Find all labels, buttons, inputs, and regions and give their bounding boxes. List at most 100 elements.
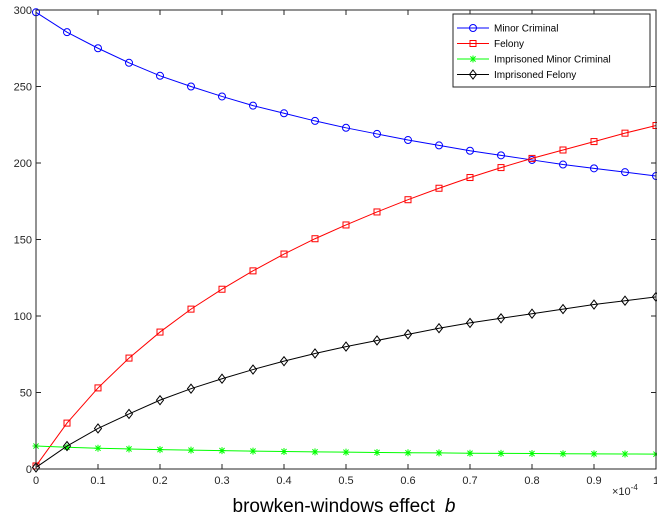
data-point-imprisoned-minor-criminal (125, 445, 133, 453)
x-tick-label: 0.7 (462, 475, 477, 487)
x-tick-label: 0.4 (276, 475, 291, 487)
x-exponent-base: ×10 (612, 486, 631, 498)
data-point-felony (342, 221, 350, 229)
data-point-minor-criminal (435, 141, 443, 150)
data-point-imprisoned-minor-criminal (497, 449, 505, 457)
data-point-imprisoned-felony (527, 308, 537, 320)
legend-entry-imprisoned-minor-criminal: Imprisoned Minor Criminal (457, 55, 611, 66)
data-point-imprisoned-felony (217, 373, 227, 385)
data-point-imprisoned-minor-criminal (63, 443, 71, 451)
data-point-minor-criminal (466, 146, 474, 155)
legend-marker-felony (469, 40, 477, 47)
legend: Minor Criminal Felony Imprisoned Minor Cri… (452, 13, 651, 88)
data-point-imprisoned-minor-criminal (218, 447, 226, 455)
x-tick-label: 0.8 (524, 475, 539, 487)
data-point-imprisoned-felony (434, 322, 444, 334)
data-point-imprisoned-minor-criminal (187, 446, 195, 454)
x-axis-title: browken-windows effect b (233, 496, 456, 517)
data-point-felony (125, 354, 133, 362)
x-exponent-power: -4 (631, 483, 639, 492)
y-tick-label: 200 (14, 158, 32, 170)
data-point-felony (156, 328, 164, 336)
x-exponent: ×10-4 (612, 483, 638, 498)
data-point-imprisoned-felony (589, 299, 599, 310)
data-point-imprisoned-minor-criminal (590, 450, 598, 458)
data-point-minor-criminal (156, 71, 164, 80)
data-point-imprisoned-felony (155, 394, 165, 406)
data-point-minor-criminal (311, 116, 319, 125)
y-tick-label: 0 (26, 464, 32, 476)
series-line-minor-criminal (35, 11, 657, 177)
tick-layer: 0 0.1 0.2 0.3 0.4 0.5 0.6 0.7 0.8 0.9 1 0 50 100 150 20… (14, 5, 657, 487)
legend-entry-felony: Felony (457, 39, 524, 50)
data-point-imprisoned-minor-criminal (466, 449, 474, 457)
data-point-minor-criminal (187, 82, 195, 91)
x-tick-label: 0.1 (90, 475, 105, 487)
series-imprisoned-felony (31, 291, 657, 473)
legend-label: Imprisoned Minor Criminal (494, 55, 611, 66)
legend-entry-minor-criminal: Minor Criminal (457, 24, 558, 35)
data-point-minor-criminal (63, 28, 71, 37)
data-point-imprisoned-felony (279, 355, 289, 367)
data-point-felony (63, 419, 71, 427)
data-point-minor-criminal (249, 101, 257, 110)
data-point-imprisoned-minor-criminal (404, 449, 412, 457)
data-point-minor-criminal (373, 129, 381, 138)
data-point-felony (249, 267, 257, 275)
data-point-minor-criminal (497, 151, 505, 160)
data-point-felony (559, 146, 567, 154)
series-minor-criminal (32, 8, 657, 181)
legend-label: Felony (494, 39, 524, 50)
data-point-felony (94, 384, 102, 392)
data-point-imprisoned-felony (403, 329, 413, 340)
data-point-imprisoned-felony (465, 317, 475, 329)
series-imprisoned-minor-criminal (32, 442, 657, 458)
data-point-minor-criminal (218, 92, 226, 101)
data-point-minor-criminal (404, 136, 412, 145)
data-point-imprisoned-felony (496, 312, 506, 324)
data-point-imprisoned-minor-criminal (559, 450, 567, 458)
x-axis-label: browken-windows effect (233, 496, 436, 517)
data-point-imprisoned-felony (248, 364, 258, 375)
x-tick-label: 1 (653, 475, 657, 487)
data-point-felony (404, 196, 412, 204)
data-point-imprisoned-felony (186, 383, 196, 394)
data-point-imprisoned-minor-criminal (528, 450, 536, 458)
legend-entries: Minor Criminal Felony Imprisoned Minor Cri… (457, 24, 611, 81)
data-point-imprisoned-minor-criminal (373, 448, 381, 456)
data-point-minor-criminal (342, 123, 350, 132)
data-point-felony (435, 184, 443, 192)
data-point-imprisoned-felony (62, 440, 72, 452)
data-point-felony (311, 235, 319, 243)
data-point-felony (373, 208, 381, 216)
legend-label: Imprisoned Felony (494, 70, 576, 81)
data-point-felony (497, 164, 505, 172)
data-point-imprisoned-felony (310, 348, 320, 359)
data-point-minor-criminal (621, 168, 629, 177)
series-layer (31, 8, 657, 473)
legend-entry-imprisoned-felony: Imprisoned Felony (457, 69, 576, 81)
y-tick-label: 50 (20, 388, 32, 400)
data-point-imprisoned-felony (558, 303, 568, 315)
data-point-felony (280, 250, 288, 258)
y-tick-label: 100 (14, 311, 32, 323)
legend-label: Minor Criminal (494, 24, 558, 35)
data-point-minor-criminal (94, 44, 102, 53)
data-point-felony (621, 129, 629, 137)
series-line-imprisoned-felony (35, 296, 657, 468)
x-axis-symbol: b (445, 496, 456, 517)
data-point-imprisoned-minor-criminal (156, 446, 164, 454)
series-line-felony (35, 125, 657, 467)
x-tick-label: 0.3 (214, 475, 229, 487)
data-point-minor-criminal (559, 160, 567, 169)
data-point-felony (466, 174, 474, 182)
legend-marker-imprisoned-minor-criminal (469, 55, 477, 63)
data-point-felony (590, 138, 598, 146)
y-tick-label: 300 (14, 5, 32, 17)
data-point-imprisoned-minor-criminal (249, 447, 257, 455)
series-felony (32, 122, 657, 470)
data-point-imprisoned-felony (124, 408, 134, 420)
data-point-felony (187, 305, 195, 313)
data-point-imprisoned-minor-criminal (621, 450, 629, 458)
